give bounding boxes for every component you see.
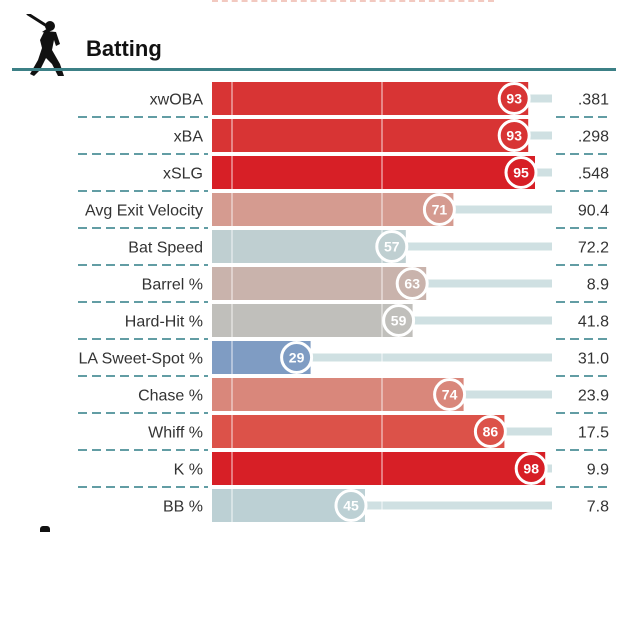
- percentile-bar: [212, 267, 427, 300]
- header-rule: [12, 68, 616, 71]
- section-title: Batting: [86, 36, 162, 61]
- percentile-bar: [212, 304, 413, 337]
- percentile-badge: [433, 378, 467, 411]
- stat-value-label: 9.9: [587, 462, 609, 479]
- metric-label: Chase %: [138, 388, 203, 405]
- percentile-bar: [212, 452, 546, 485]
- percentile-bar: [212, 156, 535, 189]
- metric-label: Barrel %: [142, 277, 203, 294]
- metric-label: Avg Exit Velocity: [85, 203, 203, 220]
- percentile-badge: [504, 156, 538, 189]
- percentile-badge: [422, 193, 456, 226]
- percentile-rank-label: 29: [289, 350, 305, 366]
- percentile-rank-label: 45: [343, 498, 359, 514]
- metric-label: xBA: [174, 129, 204, 146]
- metric-label: K %: [174, 462, 203, 479]
- stat-value-label: 17.5: [578, 425, 609, 442]
- metric-label: BB %: [163, 499, 203, 516]
- percentile-rank-label: 63: [404, 276, 420, 292]
- percentile-bar: [212, 230, 406, 263]
- percentile-bar: [212, 119, 529, 152]
- percentile-badge: [497, 82, 531, 115]
- metric-label: LA Sweet-Spot %: [78, 351, 203, 368]
- section-header: Batting: [12, 8, 628, 76]
- percentile-rank-label: 93: [506, 91, 522, 107]
- stat-value-label: .548: [578, 166, 609, 183]
- percentile-badge: [382, 304, 416, 337]
- stat-value-label: 72.2: [578, 240, 609, 257]
- stat-value-label: 8.9: [587, 277, 609, 294]
- stat-value-label: 23.9: [578, 388, 609, 405]
- stat-value-label: 90.4: [578, 203, 609, 220]
- corner-mark: [40, 526, 50, 532]
- percentile-bar: [212, 82, 529, 115]
- percentile-rank-label: 95: [513, 165, 529, 181]
- percentile-bar: [212, 378, 464, 411]
- percentile-rank-label: 86: [483, 424, 499, 440]
- stat-value-label: .381: [578, 92, 609, 109]
- percentile-rank-label: 74: [442, 387, 458, 403]
- stat-value-label: 41.8: [578, 314, 609, 331]
- percentile-badge: [375, 230, 409, 263]
- batter-silhouette-icon: [26, 14, 64, 76]
- percentile-badge: [334, 489, 368, 522]
- percentile-badge: [497, 119, 531, 152]
- stat-value-label: .298: [578, 129, 609, 146]
- metric-label: xSLG: [163, 166, 203, 183]
- percentile-rank-label: 93: [506, 128, 522, 144]
- percentile-badge: [514, 452, 548, 485]
- metric-label: Hard-Hit %: [125, 314, 203, 331]
- percentile-rank-label: 71: [432, 202, 448, 218]
- metric-label: Whiff %: [148, 425, 203, 442]
- metric-label: xwOBA: [150, 92, 204, 109]
- percentile-badge: [280, 341, 314, 374]
- stat-value-label: 7.8: [587, 499, 609, 516]
- percentile-rank-label: 59: [391, 313, 407, 329]
- percentile-bar: [212, 415, 505, 448]
- top-dashed-divider: [212, 0, 494, 5]
- percentile-badge: [473, 415, 507, 448]
- stat-value-label: 31.0: [578, 351, 609, 368]
- metric-label: Bat Speed: [128, 240, 203, 257]
- percentile-badge: [395, 267, 429, 300]
- percentile-rank-label: 57: [384, 239, 400, 255]
- percentile-bar: [212, 193, 454, 226]
- percentile-rank-label: 98: [523, 461, 539, 477]
